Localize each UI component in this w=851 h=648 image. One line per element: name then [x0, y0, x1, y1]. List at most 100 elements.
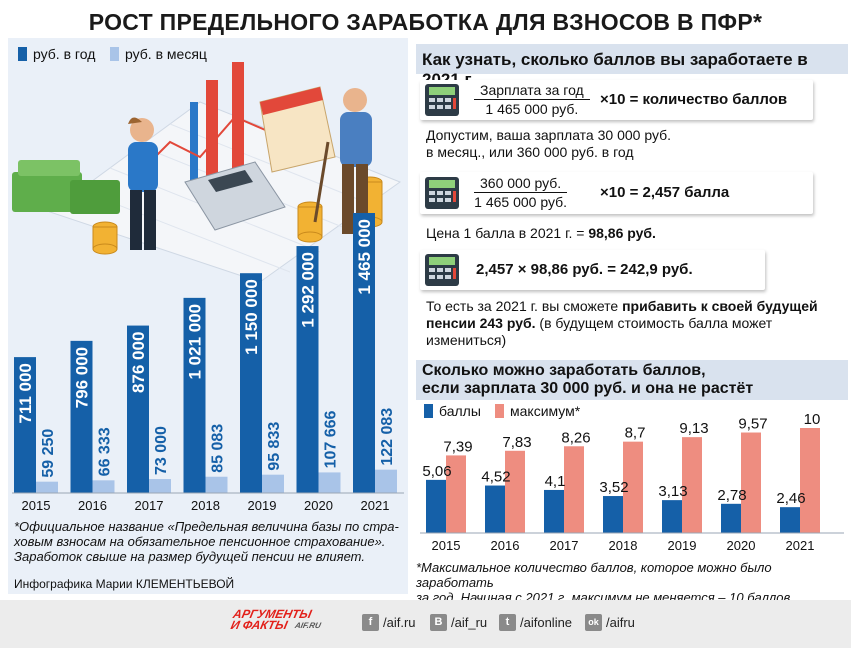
chart-salary-cap: 711 000 59 250 2015 796 000 66 333 2016 876 00…: [12, 213, 404, 513]
chart2-header-line-1: Сколько можно заработать баллов,: [422, 362, 706, 379]
price-line: Цена 1 балла в 2021 г. = 98,86 руб.: [426, 225, 656, 242]
example-line-2: в месяц., или 360 000 руб. в год: [426, 144, 634, 160]
illustration-young-man: [128, 117, 158, 250]
bar-year-2020: [296, 246, 319, 493]
formula-1-rest: ×10 = количество баллов: [600, 91, 788, 108]
left-footnote-line-2: ховым взносам на обязательное пенсионное…: [14, 534, 386, 549]
bar-month-label-2015: 59 250: [40, 429, 57, 478]
formula-2-denominator: 1 465 000 руб.: [474, 194, 568, 210]
example-text: Допустим, ваша зарплата 30 000 руб. в ме…: [426, 127, 671, 161]
vk-icon: В: [430, 614, 447, 631]
x-tick-label-2018: 2018: [191, 498, 220, 513]
bar-month-2021: [375, 469, 397, 493]
page-title: РОСТ ПРЕДЕЛЬНОГО ЗАРАБОТКА ДЛЯ ВЗНОСОВ В…: [88, 9, 763, 35]
aif-logo-site: AIF.RU: [294, 621, 322, 630]
bar-year-label-2017: 876 000: [129, 332, 148, 393]
right-header: Как узнать, сколько баллов вы заработает…: [416, 44, 848, 89]
right-footnote: *Максимальное количество баллов, которое…: [416, 560, 851, 605]
formula-2-rest: ×10 = 2,457 балла: [600, 184, 730, 201]
bar-max-2020: [741, 432, 761, 533]
x-tick-label-2020: 2020: [304, 498, 333, 513]
x-tick-label-2015: 2015: [22, 498, 51, 513]
bar-points-label-2015: 5,06: [422, 463, 451, 480]
bar-month-2019: [262, 474, 284, 493]
social-vk-label: /aif_ru: [451, 615, 488, 630]
social-facebook-label: /aif.ru: [383, 615, 416, 630]
bar-max-2018: [623, 441, 643, 533]
legend-month: руб. в месяц: [110, 46, 207, 62]
legend-max: максимум*: [495, 403, 580, 419]
legend-year: руб. в год: [18, 46, 95, 62]
bar-max-label-2015: 7,39: [443, 438, 472, 455]
bar-max-2016: [505, 450, 525, 533]
bar-year-label-2020: 1 292 000: [299, 252, 318, 328]
bar-month-2018: [205, 476, 228, 493]
formula-box-1: [420, 80, 813, 120]
bar-points-label-2020: 2,78: [717, 487, 746, 504]
formula-1-denominator: 1 465 000 руб.: [485, 101, 579, 117]
x-tick-label-2020: 2020: [727, 538, 756, 553]
example-line-1: Допустим, ваша зарплата 30 000 руб.: [426, 127, 672, 143]
social-odnoklassniki-label: /aifru: [606, 615, 635, 630]
bar-month-2015: [36, 481, 58, 493]
illustration-calendar: [259, 86, 336, 173]
illustration-money-stack: [12, 160, 120, 214]
facebook-icon: f: [362, 614, 379, 631]
legend-swatch-month: [110, 47, 119, 61]
bar-max-label-2016: 7,83: [502, 434, 531, 451]
social-odnoklassniki[interactable]: ok /aifru: [585, 614, 635, 631]
bar-points-label-2021: 2,46: [776, 490, 805, 507]
bar-points-2021: [780, 507, 800, 533]
bar-points-2017: [544, 489, 564, 533]
aif-logo: АРГУМЕНТЫ И ФАКТЫ AIF.RU: [229, 607, 325, 632]
bar-max-label-2018: 8,7: [625, 425, 646, 442]
x-tick-label-2019: 2019: [248, 498, 277, 513]
bar-month-label-2019: 95 833: [266, 422, 283, 471]
illustration-old-man: [313, 88, 372, 234]
bar-points-2015: [426, 479, 446, 533]
aif-logo-line-2: И ФАКТЫ: [229, 618, 289, 632]
formula-2-numerator: 360 000 руб.: [474, 175, 568, 193]
result-bold-1: прибавить к своей будущей: [622, 298, 818, 314]
x-tick-label-2017: 2017: [550, 538, 579, 553]
social-twitter[interactable]: t /aifonline: [499, 614, 572, 631]
bar-max-2021: [800, 428, 820, 533]
bar-points-label-2017: 4,1: [545, 473, 566, 490]
calculator-icon: [425, 254, 459, 286]
formula-3: 2,457 × 98,86 руб. = 242,9 руб.: [476, 261, 693, 278]
bar-max-2017: [564, 446, 584, 533]
bar-month-label-2021: 122 083: [379, 408, 396, 466]
bar-month-2017: [149, 479, 171, 493]
bar-month-2016: [92, 480, 115, 493]
x-tick-label-2017: 2017: [135, 498, 164, 513]
bar-year-label-2018: 1 021 000: [186, 304, 205, 380]
bar-max-2015: [446, 455, 466, 533]
bar-year-2015: [14, 357, 36, 493]
legend-label-points: баллы: [439, 403, 481, 419]
bar-year-label-2016: 796 000: [73, 347, 92, 408]
bar-year-label-2019: 1 150 000: [242, 279, 261, 355]
x-tick-label-2015: 2015: [432, 538, 461, 553]
bar-points-label-2016: 4,52: [481, 469, 510, 486]
price-text: Цена 1 балла в 2021 г. =: [426, 225, 589, 241]
calculator-icon: [425, 84, 459, 116]
twitter-icon: t: [499, 614, 516, 631]
bar-points-2016: [485, 485, 505, 533]
formula-1-numerator: Зарплата за год: [474, 82, 590, 100]
chart2-header: Сколько можно заработать баллов, если за…: [416, 360, 848, 400]
result-text: То есть за 2021 г. вы сможете прибавить …: [426, 298, 818, 349]
bar-points-label-2019: 3,13: [658, 483, 687, 500]
x-tick-label-2019: 2019: [668, 538, 697, 553]
illustration-blue-bar: [190, 102, 198, 182]
formula-box-2: [420, 172, 813, 214]
bar-year-2018: [183, 297, 206, 493]
bar-month-label-2018: 85 083: [210, 424, 227, 473]
social-vk[interactable]: В /aif_ru: [430, 614, 487, 631]
left-footnote: *Официальное название «Предельная величи…: [14, 519, 399, 564]
footer: [0, 600, 851, 648]
left-footnote-line-3: Заработок свыше на размер будущей пенсии…: [14, 549, 365, 564]
social-facebook[interactable]: f /aif.ru: [362, 614, 416, 631]
bar-year-label-2015: 711 000: [16, 363, 35, 424]
bar-max-label-2021: 10: [804, 411, 821, 428]
